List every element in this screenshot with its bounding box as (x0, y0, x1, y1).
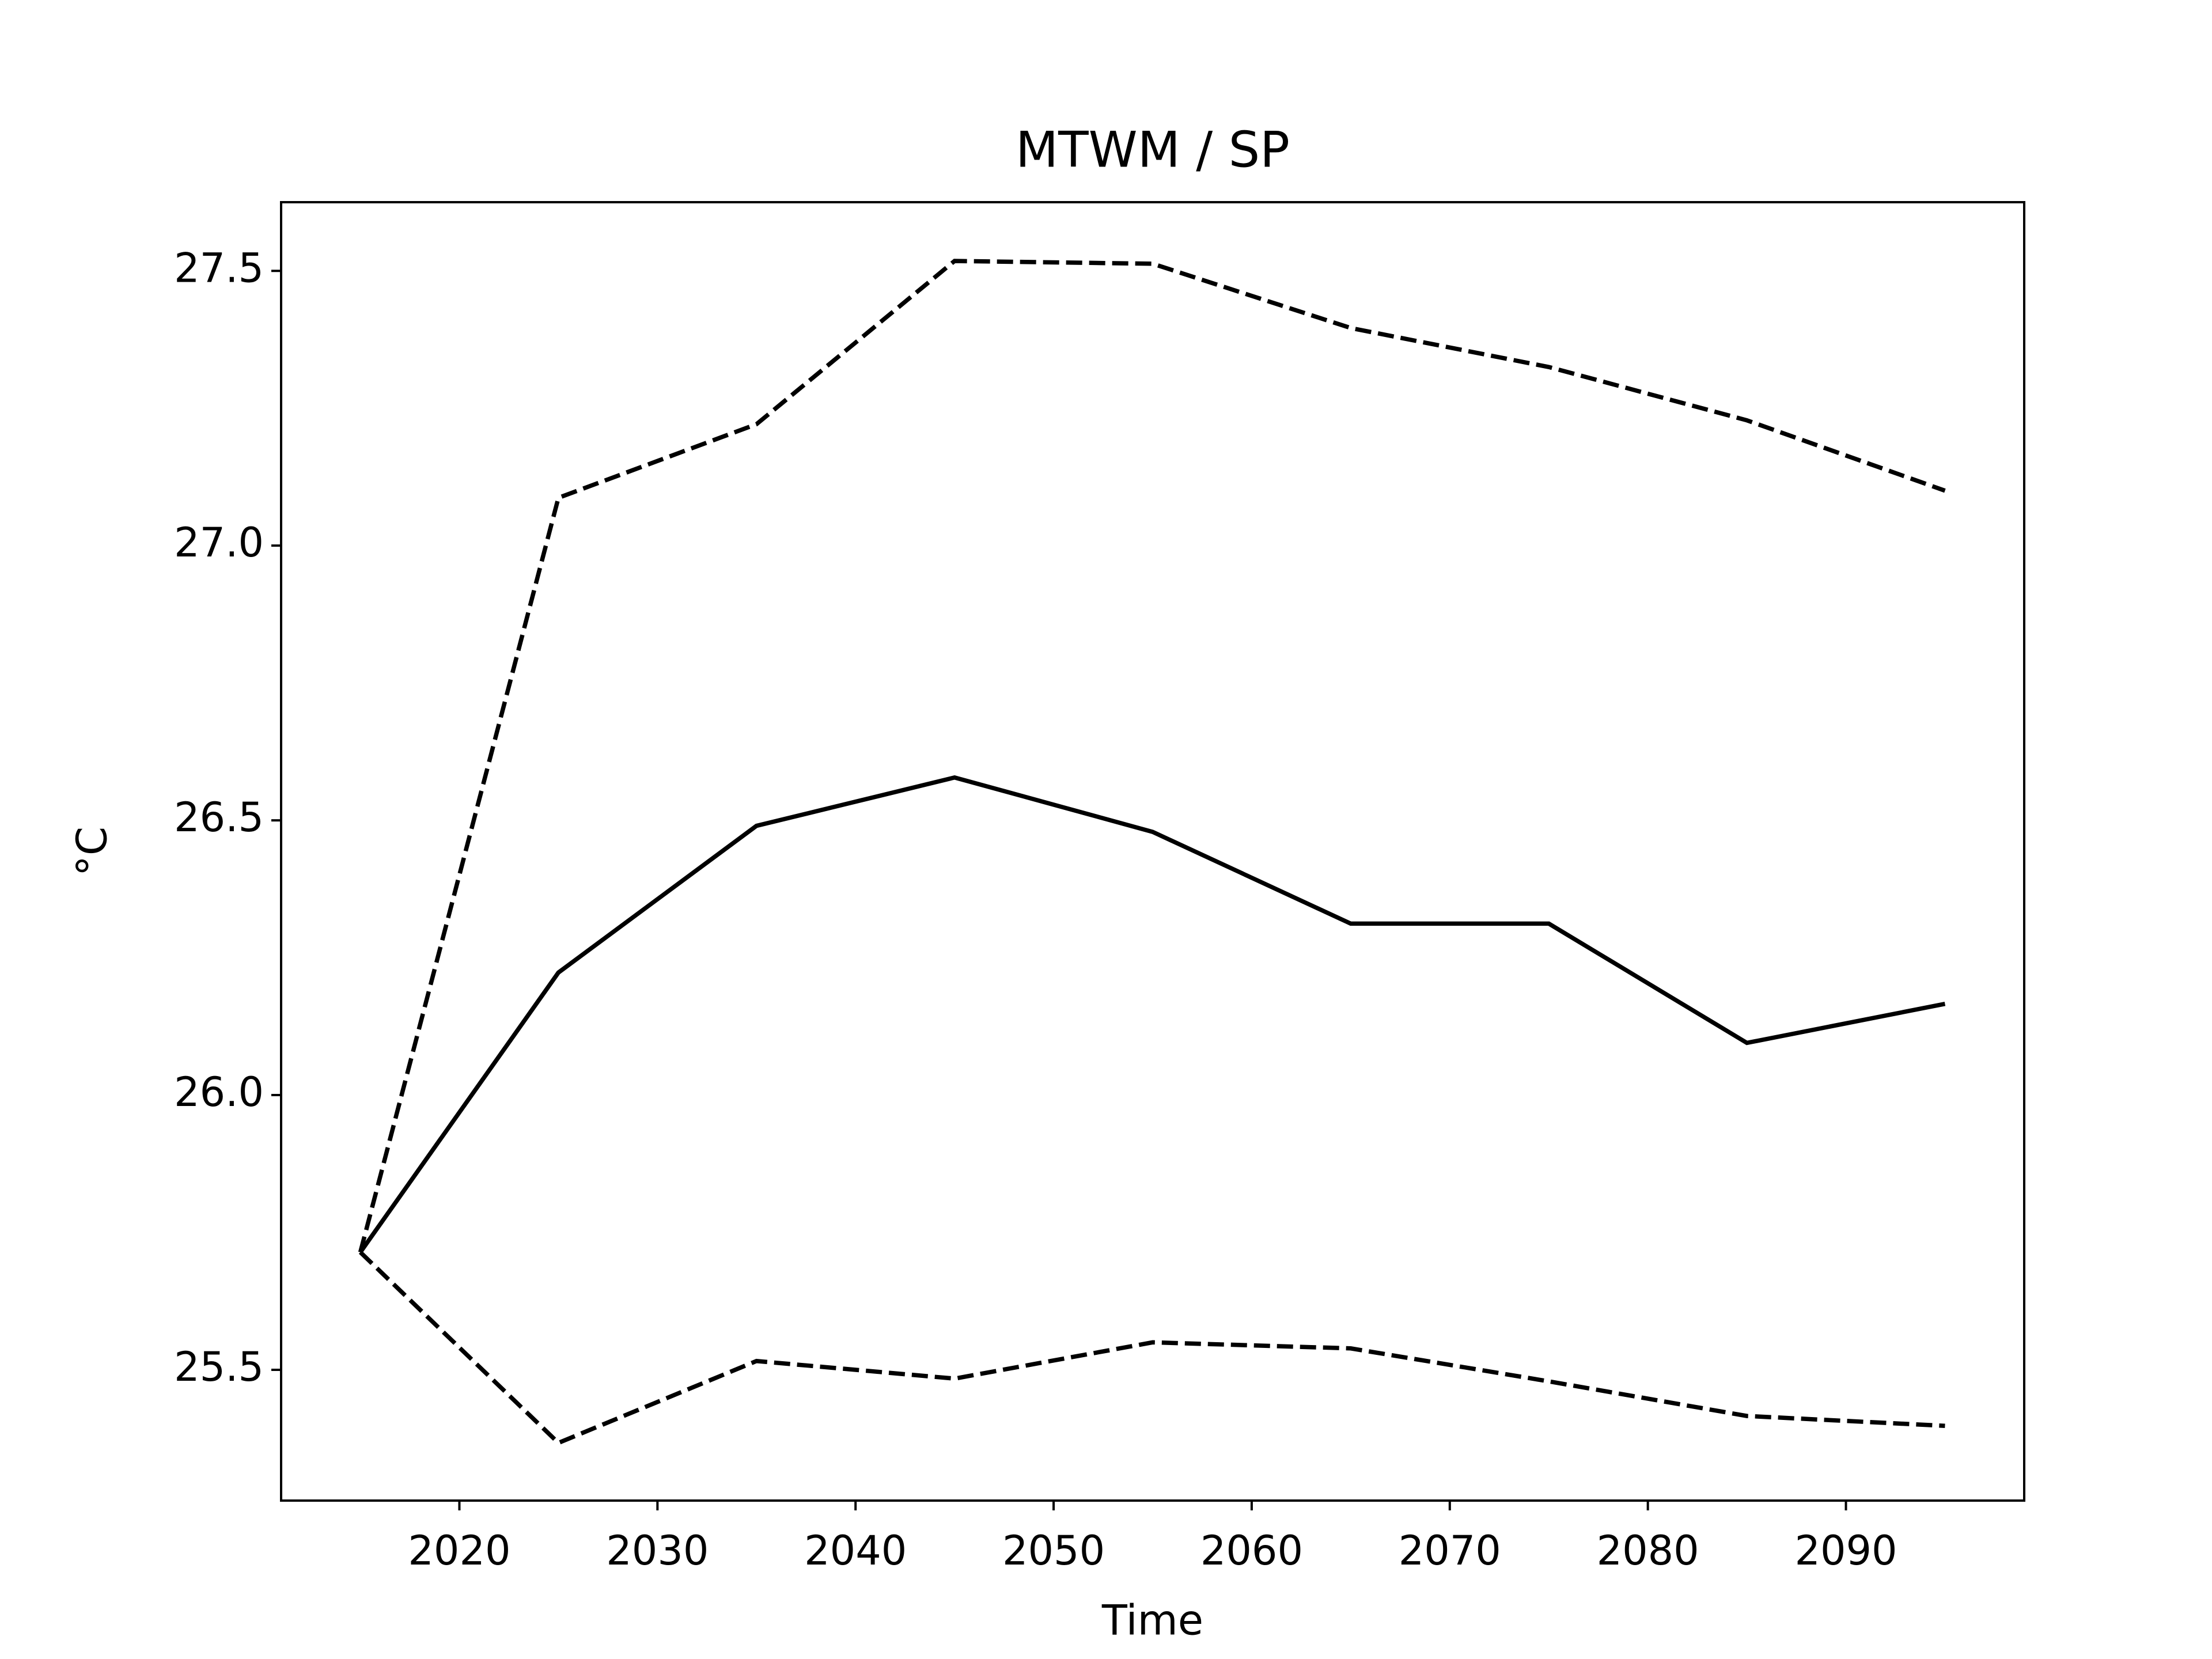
series-line (358, 1251, 1945, 1446)
x-tick-label: 2050 (1002, 1527, 1105, 1574)
x-tick-label: 2020 (408, 1527, 510, 1574)
x-tick-label: 2060 (1200, 1527, 1303, 1574)
y-tick-label: 27.0 (174, 519, 264, 566)
x-tick-label: 2030 (606, 1527, 709, 1574)
series-line (358, 259, 1946, 1253)
x-tick-label: 2090 (1794, 1527, 1897, 1574)
y-axis-label: °C (68, 827, 116, 876)
y-tick-label: 25.5 (174, 1343, 264, 1391)
x-tick-label: 2080 (1597, 1527, 1699, 1574)
y-tick-label: 27.5 (174, 244, 264, 291)
x-tick-label: 2070 (1399, 1527, 1501, 1574)
chart-title: MTWM / SP (1016, 121, 1290, 179)
y-tick-label: 26.5 (174, 794, 264, 841)
plot-frame (280, 201, 2025, 1502)
x-axis-label: Time (1101, 1596, 1203, 1645)
x-tick-label: 2040 (804, 1527, 907, 1574)
y-tick-label: 26.0 (174, 1069, 264, 1116)
series-line (358, 775, 1946, 1254)
